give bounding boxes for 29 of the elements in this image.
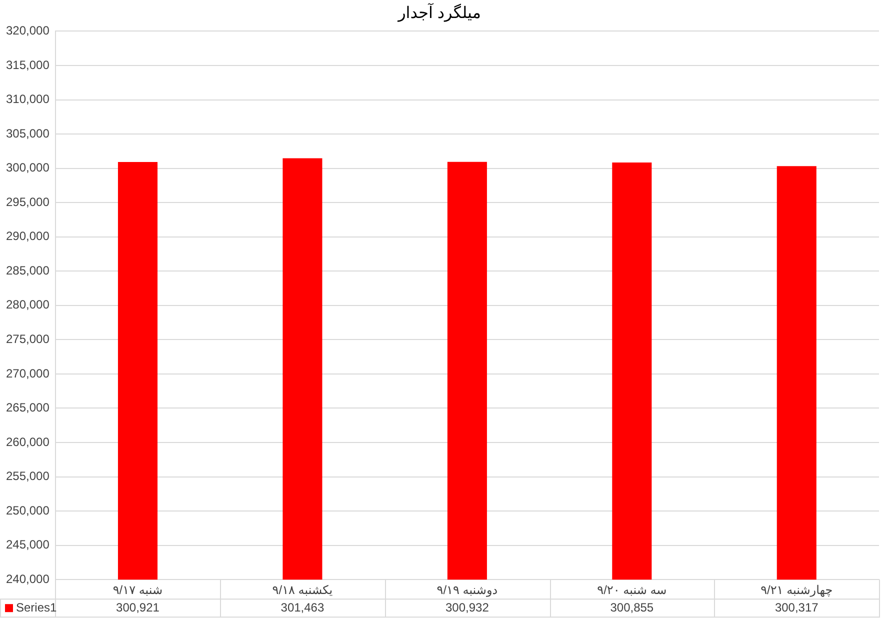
y-tick-label: 320,000: [6, 24, 50, 38]
data-label: 300,317: [774, 600, 819, 614]
y-tick-label: 315,000: [6, 58, 50, 72]
y-tick-label: 305,000: [6, 126, 50, 140]
y-tick-label: 245,000: [6, 538, 50, 552]
y-tick-label: 280,000: [6, 298, 50, 312]
x-tick-label: چهارشنبه ۹/۲۱: [760, 583, 833, 598]
y-tick-label: 260,000: [6, 434, 50, 449]
data-label: 300,855: [610, 600, 654, 614]
x-tick-label: یکشنبه ۹/۱۸: [272, 583, 333, 598]
y-tick-label: 265,000: [6, 400, 50, 415]
y-tick-label: 310,000: [6, 92, 50, 106]
y-tick-label: 275,000: [6, 332, 50, 346]
y-tick-label: 295,000: [6, 194, 50, 209]
y-tick-label: 290,000: [6, 229, 50, 244]
y-tick-label: 270,000: [6, 366, 50, 380]
chart-title: میلگرد آجدار: [397, 2, 481, 22]
y-tick-label: 250,000: [6, 503, 50, 518]
y-tick-label: 255,000: [6, 469, 50, 484]
y-tick-label: 300,000: [6, 160, 50, 175]
x-tick-label: سه شنبه ۹/۲۰: [597, 583, 667, 598]
x-tick-label: دوشنبه ۹/۱۹: [436, 583, 498, 598]
legend-label: Series1: [16, 600, 58, 614]
y-tick-label: 285,000: [6, 263, 50, 278]
data-label: 301,463: [280, 600, 324, 614]
data-label: 300,921: [116, 600, 160, 614]
x-tick-label: شنبه ۹/۱۷: [112, 583, 163, 598]
data-label: 300,932: [445, 600, 490, 614]
y-tick-label: 240,000: [6, 572, 50, 586]
